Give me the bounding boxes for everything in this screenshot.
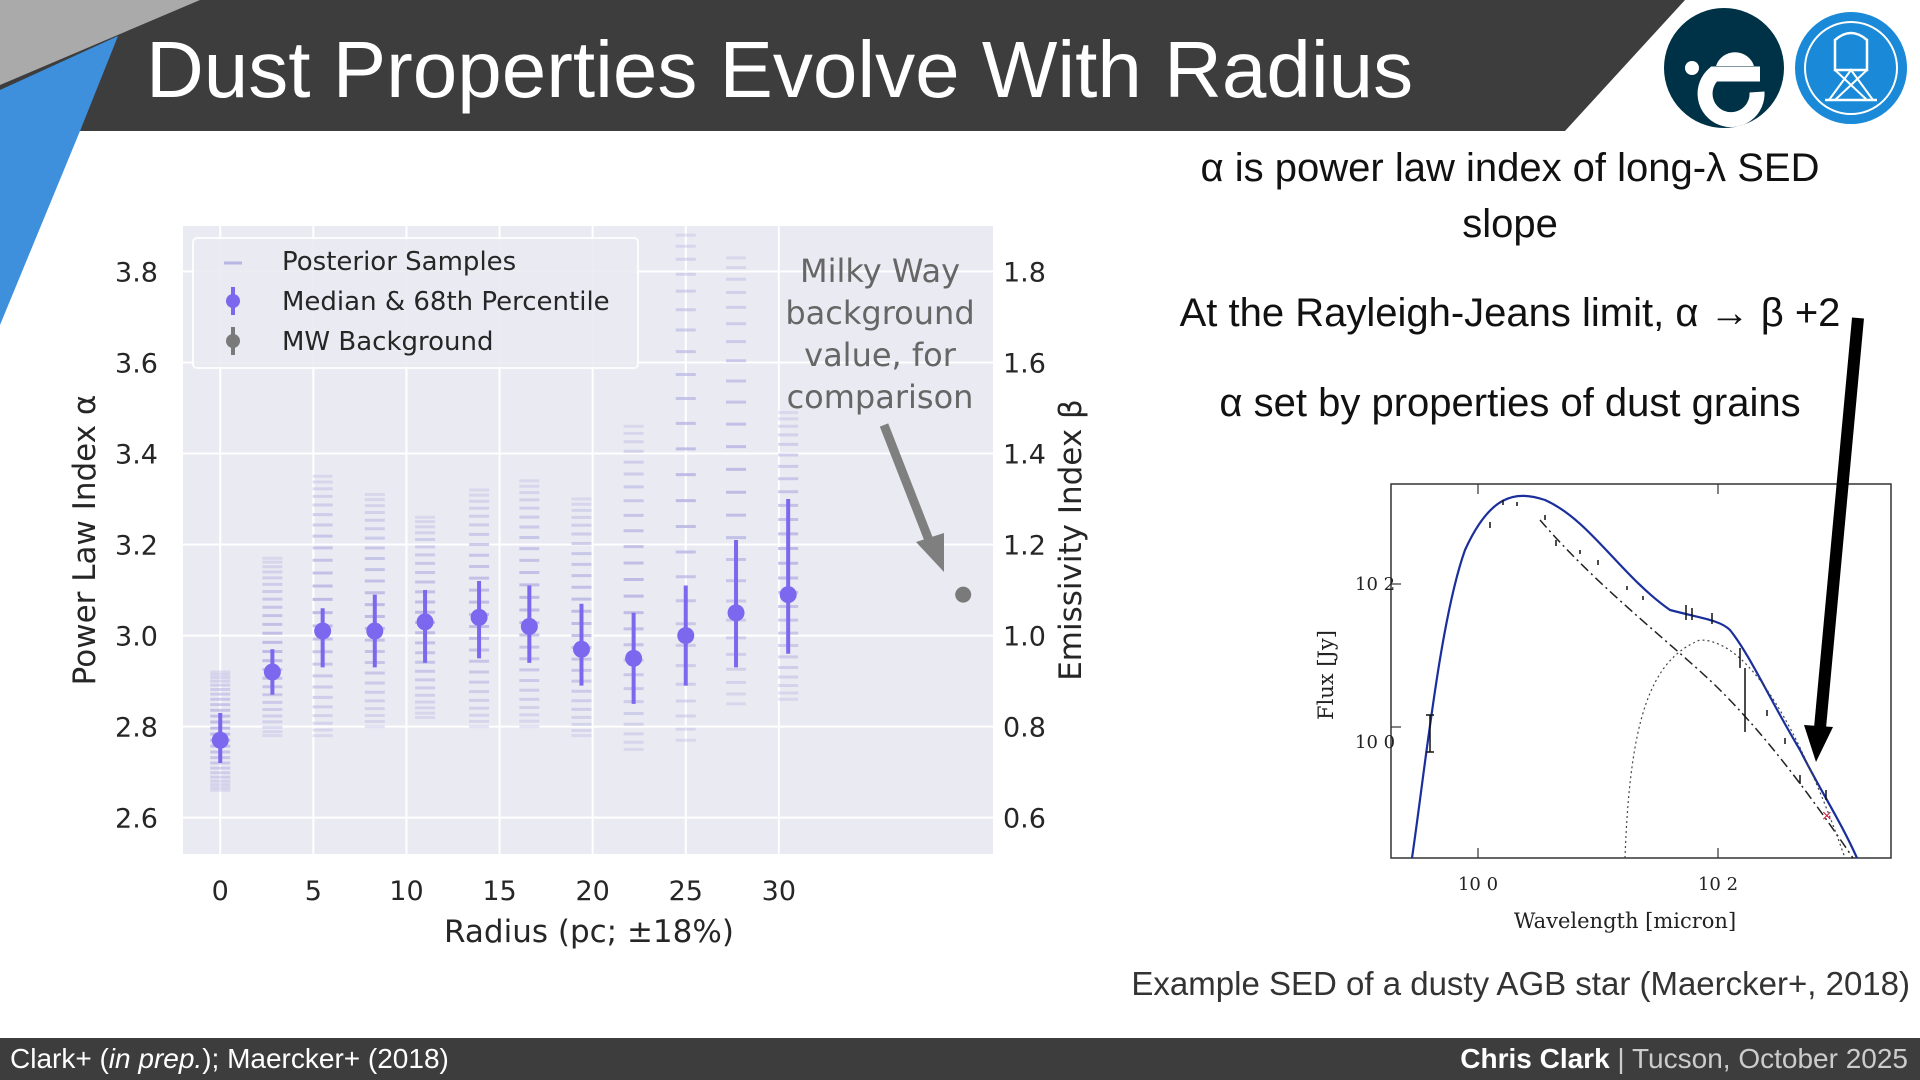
- x-tick-label: 30: [762, 876, 796, 907]
- x-tick-label: 5: [305, 876, 322, 907]
- x-tick-label: 25: [669, 876, 703, 907]
- median-point: [470, 608, 488, 626]
- x-tick-label: 10: [389, 876, 423, 907]
- median-point: [572, 640, 590, 658]
- alpha-definition: α is power law index of long-λ SED slope: [1200, 146, 1820, 246]
- sed-caption: Example SED of a dusty AGB star (Maercke…: [1131, 965, 1910, 1002]
- y2-tick-label: 0.6: [1003, 804, 1046, 835]
- mw-background-point: [955, 586, 972, 603]
- dust-grain-statement: α set by properties of dust grains: [1219, 381, 1801, 425]
- annotation-line-4: comparison: [787, 378, 974, 416]
- footer-bar: Clark+ (in prep.); Maercker+ (2018) Chri…: [0, 1038, 1920, 1080]
- y2-axis-label: Emissivity Index β: [1053, 399, 1089, 681]
- median-point: [366, 622, 384, 640]
- median-point: [677, 627, 695, 645]
- sed-y-axis-label: Flux [Jy]: [1314, 630, 1338, 720]
- annotation-line-2: background: [785, 294, 974, 332]
- sed-data-points: [1426, 500, 1827, 800]
- legend-mw-marker: [226, 334, 240, 348]
- x-tick-label: 20: [575, 876, 609, 907]
- y-tick-label: 2.6: [115, 804, 158, 835]
- esa-logo: [1664, 8, 1784, 128]
- sed-plot-frame: [1390, 483, 1892, 859]
- annotation-line-3: value, for: [804, 336, 957, 374]
- legend-box: [192, 237, 639, 369]
- sed-x-axis-label: Wavelength [micron]: [1514, 909, 1736, 933]
- eso-logo: [1791, 8, 1911, 128]
- y-axis-label: Power Law Index α: [67, 395, 103, 686]
- header-bar: [0, 0, 1685, 131]
- y2-tick-label: 0.8: [1003, 713, 1046, 744]
- radius-alpha-chart: 0 5 10 15 20 25 30 2.6 2.8 3.0 3.2 3.4 3.6 3.8 0.6 0.8 1…: [67, 226, 1089, 950]
- annotation-arrow-head: [916, 533, 944, 572]
- footer-citation: Clark+ (in prep.); Maercker+ (2018): [10, 1043, 449, 1074]
- y2-tick-label: 1.6: [1003, 349, 1046, 380]
- footer-presenter: Chris Clark | Tucson, October 2025: [1460, 1043, 1908, 1074]
- median-point: [416, 613, 434, 631]
- median-point: [520, 617, 538, 635]
- sed-red-marker: ×: [1821, 808, 1833, 824]
- legend-median-marker: [226, 294, 240, 308]
- page-title: Dust Properties Evolve With Radius: [146, 25, 1414, 114]
- y-tick-label: 3.4: [115, 440, 158, 471]
- x-axis-label: Radius (pc; ±18%): [444, 914, 734, 950]
- y-tick-label: 2.8: [115, 713, 158, 744]
- sed-warm-component: [1624, 639, 1846, 859]
- sed-model-curve: [1410, 494, 1859, 859]
- sed-xtick-2: 10 2: [1698, 874, 1738, 895]
- accent-stripe: [0, 36, 118, 325]
- sed-ytick-1: 10 0: [1355, 732, 1395, 753]
- legend-posterior-label: Posterior Samples: [282, 247, 516, 277]
- y-tick-label: 3.2: [115, 531, 158, 562]
- y-tick-label: 3.0: [115, 622, 158, 653]
- y2-tick-label: 1.4: [1003, 440, 1046, 471]
- x-tick-label: 15: [482, 876, 516, 907]
- annotation-arrow-shaft: [879, 423, 937, 550]
- median-point: [727, 604, 745, 622]
- legend-mw-label: MW Background: [282, 327, 494, 357]
- median-point: [211, 731, 229, 749]
- y-tick-label: 3.8: [115, 258, 158, 289]
- sed-ytick-2: 10 2: [1355, 574, 1395, 595]
- median-point: [625, 649, 643, 667]
- mw-annotation: Milky Way background value, for comparis…: [785, 252, 975, 572]
- median-point: [314, 622, 332, 640]
- y2-tick-label: 1.0: [1003, 622, 1046, 653]
- y-tick-label: 3.6: [115, 349, 158, 380]
- median-point: [263, 663, 281, 681]
- legend-median-label: Median & 68th Percentile: [282, 287, 610, 317]
- legend: Posterior Samples Median & 68th Percenti…: [192, 237, 639, 369]
- median-point: [779, 586, 797, 604]
- y2-tick-label: 1.8: [1003, 258, 1046, 289]
- annotation-line-1: Milky Way: [800, 252, 960, 290]
- sed-xtick-1: 10 0: [1458, 874, 1498, 895]
- x-tick-label: 0: [212, 876, 229, 907]
- rayleigh-jeans-relation: At the Rayleigh-Jeans limit, α → β +2: [1179, 291, 1841, 335]
- y2-tick-label: 1.2: [1003, 531, 1046, 562]
- sed-dust-component: [1539, 519, 1854, 859]
- sed-axis-ticks: [1391, 484, 1719, 858]
